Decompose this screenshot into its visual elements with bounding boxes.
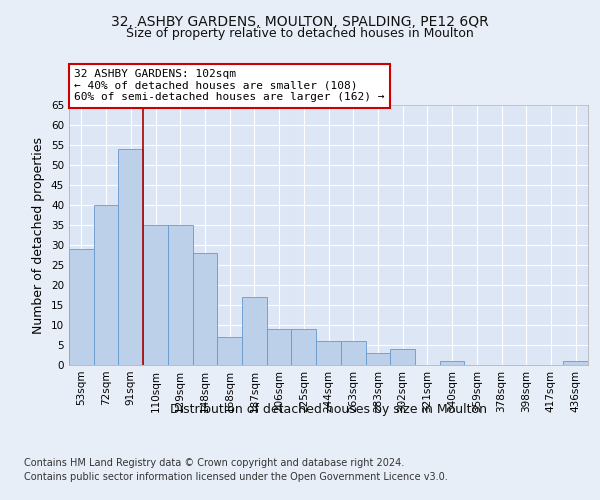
Bar: [341, 341, 365, 365]
Bar: [94, 205, 118, 365]
Text: 32, ASHBY GARDENS, MOULTON, SPALDING, PE12 6QR: 32, ASHBY GARDENS, MOULTON, SPALDING, PE…: [111, 15, 489, 29]
Bar: [316, 341, 341, 365]
Bar: [143, 225, 168, 365]
Bar: [365, 353, 390, 365]
Bar: [69, 249, 94, 365]
Bar: [563, 361, 588, 365]
Bar: [292, 329, 316, 365]
Text: Contains HM Land Registry data © Crown copyright and database right 2024.: Contains HM Land Registry data © Crown c…: [24, 458, 404, 468]
Bar: [168, 225, 193, 365]
Bar: [242, 297, 267, 365]
Bar: [390, 349, 415, 365]
Bar: [440, 361, 464, 365]
Text: Distribution of detached houses by size in Moulton: Distribution of detached houses by size …: [170, 402, 487, 415]
Bar: [267, 329, 292, 365]
Bar: [193, 253, 217, 365]
Text: Size of property relative to detached houses in Moulton: Size of property relative to detached ho…: [126, 28, 474, 40]
Text: Contains public sector information licensed under the Open Government Licence v3: Contains public sector information licen…: [24, 472, 448, 482]
Y-axis label: Number of detached properties: Number of detached properties: [32, 136, 46, 334]
Bar: [217, 337, 242, 365]
Bar: [118, 149, 143, 365]
Text: 32 ASHBY GARDENS: 102sqm
← 40% of detached houses are smaller (108)
60% of semi-: 32 ASHBY GARDENS: 102sqm ← 40% of detach…: [74, 69, 385, 102]
